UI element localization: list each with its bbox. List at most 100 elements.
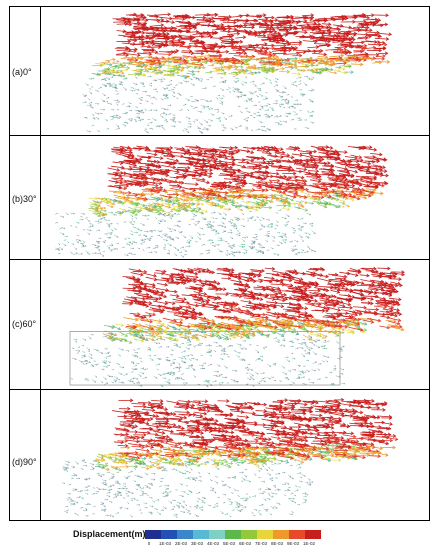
displacement-vector (327, 31, 341, 34)
vector-arrowhead (113, 69, 117, 73)
displacement-plot-b (42, 136, 429, 259)
displacement-vector (92, 212, 101, 217)
vector-arrowhead (237, 80, 240, 83)
vector-arrowhead (189, 191, 194, 195)
vector-arrowhead (344, 45, 348, 49)
displacement-vector (116, 101, 120, 103)
vector-arrowhead (323, 204, 328, 209)
displacement-vector (247, 207, 259, 211)
vector-arrowhead (163, 78, 166, 80)
vector-arrowhead (236, 195, 241, 200)
vector-arrowhead (349, 159, 353, 164)
displacement-vector (187, 70, 194, 73)
displacement-vector (232, 62, 244, 64)
displacement-vector (322, 68, 333, 71)
displacement-vector (183, 254, 187, 256)
vector-arrowhead (189, 126, 192, 128)
vector-arrowhead (102, 212, 106, 217)
vector-arrowhead (274, 154, 279, 158)
displacement-vector (284, 190, 298, 195)
vector-arrowhead (174, 229, 177, 232)
vector-arrowhead (304, 201, 308, 204)
vector-arrowhead (238, 234, 241, 237)
displacement-vector (137, 229, 143, 231)
displacement-vector (86, 229, 92, 231)
vector-arrowhead (202, 15, 207, 20)
displacement-vector (267, 37, 280, 40)
displacement-vector (157, 230, 161, 233)
vector-arrowhead (115, 70, 120, 75)
panel-a: (a)0° (10, 7, 429, 136)
displacement-vector (372, 61, 382, 64)
vector-arrowhead (293, 227, 295, 230)
displacement-vector (189, 235, 194, 239)
vector-arrowhead (105, 197, 108, 201)
vector-arrowhead (326, 69, 331, 73)
vector-arrowhead (267, 225, 270, 227)
vector-arrowhead (195, 214, 198, 217)
displacement-vector (94, 103, 99, 105)
vector-arrowhead (228, 243, 230, 245)
vector-arrowhead (244, 236, 247, 239)
vector-arrowhead (268, 103, 271, 106)
vector-arrowhead (344, 177, 349, 181)
displacement-vector (248, 246, 253, 250)
displacement-vector (98, 218, 103, 220)
displacement-vector (260, 105, 264, 109)
vector-arrowhead (106, 71, 110, 75)
displacement-vector (138, 173, 153, 176)
displacement-vector (291, 248, 295, 252)
vector-arrowhead (195, 182, 199, 187)
vector-arrowhead (303, 167, 308, 172)
vector-arrowhead (192, 83, 195, 86)
displacement-vector (311, 88, 315, 91)
vector-arrowhead (241, 245, 244, 248)
vector-arrowhead (223, 71, 227, 75)
displacement-vector (183, 80, 187, 83)
displacement-vector (257, 243, 262, 246)
vector-arrowhead (255, 234, 258, 236)
displacement-vector (92, 118, 96, 120)
vector-arrowhead (298, 53, 303, 58)
displacement-vector (235, 89, 240, 91)
vector-arrowhead (103, 206, 107, 210)
vector-arrowhead (137, 63, 142, 67)
displacement-vector (130, 248, 135, 250)
vector-arrowhead (111, 77, 114, 79)
vector-arrowhead (171, 56, 175, 61)
vector-arrowhead (258, 184, 263, 189)
vector-arrowhead (240, 125, 243, 127)
vector-arrowhead (130, 34, 134, 39)
vector-arrowhead (133, 201, 138, 206)
vector-arrowhead (90, 78, 92, 80)
vector-arrowhead (319, 58, 324, 63)
displacement-vector (165, 203, 171, 206)
vector-arrowhead (177, 202, 181, 206)
displacement-vector (241, 212, 244, 215)
vector-arrowhead (210, 119, 213, 122)
displacement-vector (241, 70, 252, 73)
vector-arrowhead (262, 202, 267, 207)
vector-arrowhead (266, 77, 268, 80)
displacement-vector (133, 26, 148, 29)
vector-arrowhead (249, 189, 253, 193)
vector-arrowhead (120, 171, 124, 175)
vector-arrowhead (148, 52, 153, 56)
vector-arrowhead (195, 210, 198, 213)
displacement-vector (289, 41, 302, 44)
displacement-vector (309, 70, 320, 74)
displacement-vector (274, 88, 279, 91)
displacement-vector (243, 119, 249, 122)
vector-arrowhead (175, 209, 179, 213)
displacement-vector (256, 87, 261, 90)
displacement-vector (170, 199, 180, 201)
displacement-vector (282, 121, 288, 123)
vector-arrowhead (265, 130, 267, 132)
vector-arrowhead (271, 70, 275, 73)
displacement-vector (295, 200, 302, 204)
displacement-vector (125, 111, 128, 114)
displacement-vector (123, 56, 135, 59)
displacement-vector (129, 210, 140, 213)
displacement-vector (125, 210, 130, 212)
vector-arrowhead (118, 127, 121, 130)
